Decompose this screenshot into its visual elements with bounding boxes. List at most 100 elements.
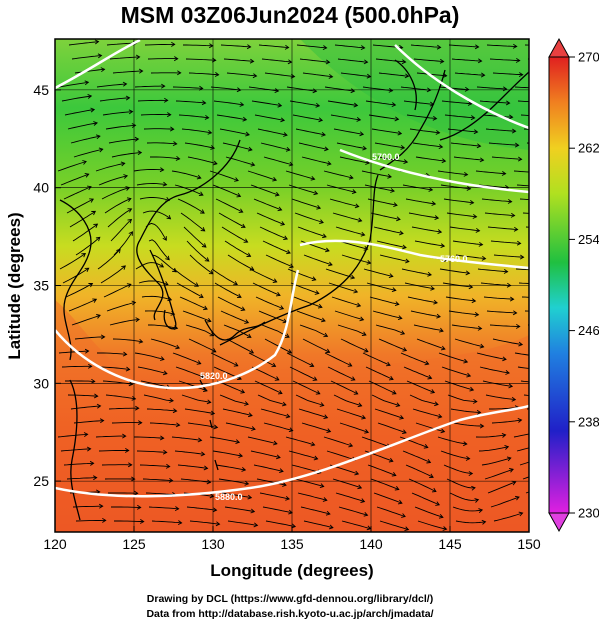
streamline xyxy=(226,72,257,77)
streamline-arrowhead xyxy=(128,381,134,387)
streamline xyxy=(260,408,290,418)
streamline-arrowhead xyxy=(321,233,327,239)
streamline-arrowhead xyxy=(171,41,176,47)
streamline xyxy=(112,70,143,74)
streamline xyxy=(483,296,514,300)
streamline xyxy=(334,44,365,49)
streamline-arrowhead xyxy=(169,398,174,403)
streamline-arrowhead xyxy=(162,236,167,241)
streamline xyxy=(287,268,316,281)
streamline xyxy=(410,310,441,318)
streamline xyxy=(210,86,241,91)
streamline-arrowhead xyxy=(309,362,315,368)
streamline xyxy=(324,86,355,92)
streamline-arrowhead xyxy=(243,238,249,243)
streamline xyxy=(150,338,180,349)
streamline xyxy=(478,446,509,452)
streamline xyxy=(99,97,130,102)
streamline xyxy=(446,212,477,218)
streamline-arrowhead xyxy=(127,218,133,224)
streamline-arrowhead xyxy=(440,243,446,249)
chart-title: MSM 03Z06Jun2024 (500.0hPa) xyxy=(120,2,460,28)
streamline-arrowhead xyxy=(317,303,323,309)
streamline-arrowhead xyxy=(125,366,131,372)
streamline-arrowhead xyxy=(354,470,360,476)
streamline xyxy=(441,100,472,105)
streamline-arrowhead xyxy=(250,508,256,514)
streamline xyxy=(289,100,320,107)
streamline-arrowhead xyxy=(83,432,89,437)
contour-label-5880: 5880.0 xyxy=(215,492,243,502)
streamline xyxy=(215,198,243,213)
streamline-arrowhead xyxy=(474,312,480,317)
streamline xyxy=(326,184,356,193)
streamline-arrowhead xyxy=(480,72,486,78)
streamline-arrowhead xyxy=(428,186,434,192)
colorbar-tick-label: 270 xyxy=(578,50,599,65)
streamline-arrowhead xyxy=(212,507,218,513)
streamline-arrowhead xyxy=(93,393,99,399)
streamline xyxy=(95,435,126,438)
streamline-arrowhead xyxy=(324,247,330,253)
streamline xyxy=(338,506,368,516)
streamline xyxy=(365,366,394,380)
streamline-arrowhead xyxy=(165,255,170,261)
streamline xyxy=(485,394,516,401)
streamline-arrowhead xyxy=(166,214,172,220)
streamline-arrowhead xyxy=(249,58,255,64)
streamline xyxy=(294,212,324,224)
streamline-arrowhead xyxy=(84,348,90,354)
streamline xyxy=(262,240,291,254)
streamline xyxy=(440,450,470,460)
streamline xyxy=(369,296,399,305)
streamline-arrowhead xyxy=(90,107,96,113)
streamline-arrowhead xyxy=(236,192,242,198)
streamline xyxy=(376,240,407,249)
streamline-arrowhead xyxy=(540,171,544,175)
streamline xyxy=(217,296,245,311)
streamline-arrowhead xyxy=(397,315,403,321)
streamline xyxy=(338,240,368,250)
streamline-arrowhead xyxy=(514,495,520,501)
x-axis-label: Longitude (degrees) xyxy=(210,561,373,580)
streamline xyxy=(71,314,101,326)
streamline-arrowhead xyxy=(474,498,480,503)
streamline-arrowhead xyxy=(98,147,104,153)
streamline-arrowhead xyxy=(509,296,515,302)
streamline xyxy=(151,254,177,273)
streamline xyxy=(300,506,331,515)
streamline-arrowhead xyxy=(504,444,510,450)
credit-data-source: Data from http://database.rish.kyoto-u.a… xyxy=(146,608,434,620)
streamline xyxy=(178,114,209,119)
streamline-arrowhead xyxy=(505,100,511,106)
streamline-arrowhead xyxy=(347,362,353,367)
streamline-arrowhead xyxy=(467,101,473,106)
streamline-arrowhead xyxy=(323,332,329,338)
streamline xyxy=(151,520,182,524)
streamline-arrowhead xyxy=(396,216,401,222)
streamline-arrowhead xyxy=(477,58,483,64)
streamline xyxy=(454,72,485,76)
streamline-arrowhead xyxy=(134,405,140,411)
streamline-arrowhead xyxy=(275,454,281,460)
streamline-arrowhead xyxy=(244,319,250,324)
streamline xyxy=(247,170,277,181)
streamline-arrowhead xyxy=(87,363,93,369)
streamline-arrowhead xyxy=(360,45,366,51)
streamline xyxy=(61,365,92,368)
streamline xyxy=(258,44,289,49)
streamline xyxy=(448,44,479,48)
streamline-arrowhead xyxy=(252,73,258,79)
streamline xyxy=(329,198,359,208)
streamline-arrowhead xyxy=(127,462,133,468)
streamline-arrowhead xyxy=(89,198,94,203)
streamline xyxy=(189,520,220,525)
streamline-arrowhead xyxy=(204,257,210,262)
streamline-arrowhead xyxy=(318,117,324,123)
streamline xyxy=(101,187,130,200)
streamline xyxy=(376,506,406,517)
streamline xyxy=(109,56,140,60)
streamline xyxy=(291,198,321,209)
streamline xyxy=(178,380,208,392)
streamline xyxy=(520,380,529,383)
